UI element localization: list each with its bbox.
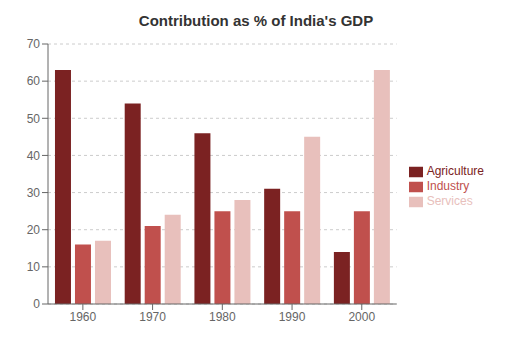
svg-text:1960: 1960 (70, 310, 97, 324)
svg-text:70: 70 (27, 37, 41, 51)
svg-text:1970: 1970 (139, 310, 166, 324)
svg-text:40: 40 (27, 149, 41, 163)
html-text:Agriculture: Agriculture (426, 164, 484, 179)
html-text:Services: Services (426, 193, 473, 208)
html-text:Contribution as % of India's G: Contribution as % of India's GDP (138, 12, 374, 29)
svg-text:30: 30 (27, 186, 41, 200)
svg-text:20: 20 (27, 223, 41, 237)
svg-text:1980: 1980 (209, 310, 236, 324)
svg-text:60: 60 (27, 74, 41, 88)
svg-text:0: 0 (33, 297, 40, 311)
svg-text:2000: 2000 (348, 310, 375, 324)
html-text:Industry: Industry (426, 179, 470, 194)
svg-text:10: 10 (27, 260, 41, 274)
svg-text:50: 50 (27, 112, 41, 126)
svg-text:1990: 1990 (279, 310, 306, 324)
